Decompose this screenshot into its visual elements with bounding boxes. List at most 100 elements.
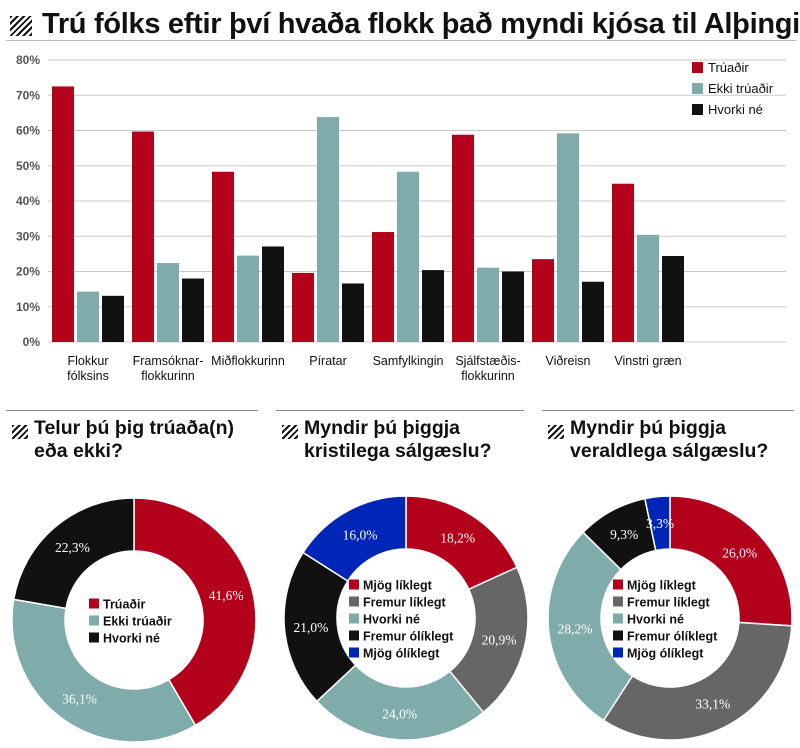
bar [372, 232, 394, 342]
legend-label: Ekki trúaðir [103, 615, 172, 629]
legend-swatch [89, 632, 99, 643]
x-tick-label: Framsóknar-flokkurinn [133, 354, 204, 383]
page-title: Trú fólks eftir því hvaða flokk það mynd… [42, 8, 800, 40]
slice-value-label: 18,2% [440, 531, 475, 546]
donut-svg: 18,2% 20,9% 24,0% 21,0% 16,0% Mjög líklegt Fre… [283, 495, 529, 741]
bar [612, 183, 634, 342]
pie-title-block-2: Myndir þú þiggja kristilega sálgæslu? [276, 410, 524, 462]
y-tick-label: 20% [16, 265, 40, 279]
legend-swatch [613, 647, 623, 658]
hatch-icon [282, 425, 298, 439]
bar [532, 259, 554, 342]
pie-title-3-line-1: Myndir þú þiggja [570, 417, 726, 439]
donut-svg: 41,6% 36,1% 22,3% Trúaðir Ekki trúaðir Hvorki… [11, 497, 257, 743]
donut-slice [602, 621, 793, 741]
pie-title-block-3: Myndir þú þiggja veraldlega sálgæslu? [542, 410, 794, 462]
legend-label: Mjög ólíklegt [363, 647, 440, 661]
slice-value-label: 21,0% [293, 620, 328, 635]
legend-label: Trúaðir [708, 60, 749, 75]
slice-value-label: 24,0% [382, 706, 417, 721]
bar [262, 246, 284, 342]
pie-title-1: Telur þú þig trúaða(n) eða ekki? [34, 417, 258, 463]
slice-value-label: 9,3% [610, 527, 638, 542]
x-tick-label: Miðflokkurinn [211, 354, 285, 368]
y-tick-label: 70% [16, 88, 40, 102]
bar [182, 278, 204, 342]
x-tick-label: Flokkur fólksins [67, 354, 109, 383]
donut-slice [643, 495, 671, 552]
bar [317, 117, 339, 342]
x-tick-label: Sjálfstæðis-flokkurinn [455, 354, 520, 383]
legend-label: Hvorki né [708, 102, 763, 117]
legend-label: Fremur ólíklegt [627, 630, 718, 644]
pie-title-2-line-2: kristilega sálgæslu? [304, 440, 492, 462]
bar [477, 267, 499, 342]
legend-swatch [349, 596, 359, 607]
legend-label: Fremur ólíklegt [363, 630, 454, 644]
legend-swatch [613, 579, 623, 590]
slice-value-label: 16,0% [343, 527, 378, 542]
donut-chart-secular-care: 26,0% 33,1% 28,2% 9,3% 3,3% Mjög líklegt Fremu… [547, 495, 793, 745]
bar [132, 131, 154, 342]
y-tick-label: 80% [16, 53, 40, 67]
bar [557, 133, 579, 342]
slice-value-label: 22,3% [55, 540, 90, 555]
legend-swatch [349, 613, 359, 624]
bar [77, 291, 99, 342]
bar [52, 86, 74, 342]
legend-label: Mjög líklegt [627, 579, 697, 593]
donut-slice [302, 495, 407, 583]
legend-label: Mjög líklegt [363, 579, 433, 593]
bar [452, 134, 474, 342]
bar [157, 263, 179, 342]
pie-title-2: Myndir þú þiggja kristilega sálgæslu? [304, 417, 524, 463]
slice-value-label: 33,1% [695, 696, 730, 711]
x-tick-label: Píratar [309, 354, 347, 368]
legend-label: Fremur líklegt [363, 596, 446, 610]
legend-label: Hvorki né [363, 613, 420, 627]
slice-value-label: 26,0% [722, 546, 757, 561]
y-tick-label: 30% [16, 229, 40, 243]
main-title-bar: Trú fólks eftir því hvaða flokk það mynd… [6, 6, 800, 41]
legend-swatch [89, 615, 99, 626]
legend-swatch [613, 630, 623, 641]
legend-label: Hvorki né [627, 613, 684, 627]
donut-slice [669, 495, 793, 627]
bar [237, 255, 259, 342]
legend-swatch [349, 647, 359, 658]
bar [582, 281, 604, 342]
legend-label: Hvorki né [103, 632, 160, 646]
bar [292, 272, 314, 342]
legend-label: Mjög ólíklegt [627, 647, 704, 661]
legend-swatch [692, 104, 703, 115]
bar [212, 171, 234, 342]
donut-slice [12, 497, 135, 610]
x-tick-label: Viðreisn [546, 354, 591, 368]
slice-value-label: 20,9% [482, 633, 517, 648]
donut-slice [547, 531, 634, 722]
hatch-icon [548, 425, 564, 439]
slice-value-label: 36,1% [62, 691, 97, 706]
y-tick-label: 40% [16, 194, 40, 208]
legend-swatch [692, 62, 703, 73]
pie-title-3-line-2: veraldlega sálgæslu? [570, 440, 769, 462]
x-tick-label: Samfylkingin [373, 354, 444, 368]
legend-swatch [613, 613, 623, 624]
donut-chart-christian-care: 18,2% 20,9% 24,0% 21,0% 16,0% Mjög líklegt Fre… [283, 495, 529, 745]
legend-label: Fremur líklegt [627, 596, 710, 610]
donut-slice [11, 598, 197, 743]
bar [342, 283, 364, 342]
x-tick-label: Vinstri græn [614, 354, 681, 368]
bar [422, 270, 444, 342]
donut-slice [133, 497, 257, 727]
slice-value-label: 3,3% [646, 516, 674, 531]
legend-swatch [349, 630, 359, 641]
legend-swatch [89, 598, 99, 609]
y-tick-label: 50% [16, 159, 40, 173]
bar [662, 255, 684, 342]
bar [102, 295, 124, 342]
slice-value-label: 28,2% [558, 621, 593, 636]
bar [397, 171, 419, 342]
bar [502, 271, 524, 342]
donut-chart-belief: 41,6% 36,1% 22,3% Trúaðir Ekki trúaðir Hvorki… [11, 497, 257, 747]
